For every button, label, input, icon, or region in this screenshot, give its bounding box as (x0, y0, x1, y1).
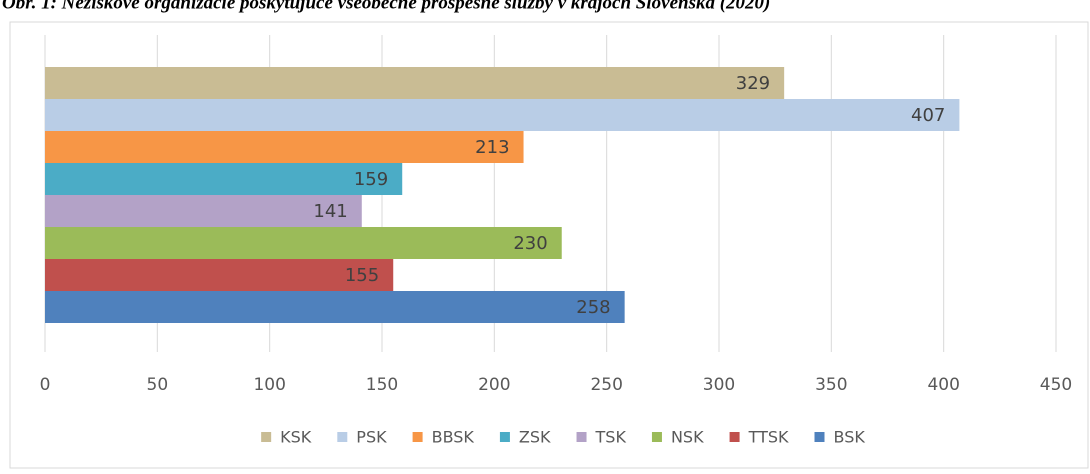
legend-label: KSK (280, 428, 312, 447)
data-label: 159 (354, 169, 388, 190)
legend-swatch (651, 432, 662, 442)
chart-title: Obr. 1: Neziskové organizácie poskytujúc… (2, 0, 770, 13)
x-tick-label: 100 (253, 375, 285, 395)
legend-swatch (729, 432, 740, 442)
data-label: 329 (736, 73, 770, 94)
x-tick-label: 50 (147, 375, 169, 395)
x-tick-label: 300 (703, 375, 735, 395)
legend-swatch (499, 432, 510, 442)
legend-swatch (261, 432, 272, 442)
legend-swatch (576, 432, 587, 442)
legend-swatch (412, 432, 423, 442)
bar (45, 99, 960, 131)
legend-label: BSK (834, 428, 866, 447)
bar (45, 67, 785, 99)
legend-swatch (814, 432, 825, 442)
data-label: 141 (313, 201, 347, 222)
data-label: 155 (345, 265, 379, 286)
x-tick-label: 450 (1040, 375, 1072, 395)
x-tick-label: 400 (927, 375, 959, 395)
bar (45, 259, 394, 291)
legend-label: TSK (595, 428, 627, 447)
data-label: 407 (911, 105, 945, 126)
bar (45, 163, 403, 195)
x-tick-label: 250 (590, 375, 622, 395)
data-label: 213 (475, 137, 509, 158)
x-tick-label: 0 (40, 375, 51, 395)
bar (45, 195, 362, 227)
legend-label: TTSK (748, 428, 789, 447)
bar (45, 131, 524, 163)
bar (45, 227, 562, 259)
data-label: 258 (576, 297, 610, 318)
x-tick-label: 200 (478, 375, 510, 395)
x-tick-label: 150 (366, 375, 398, 395)
bar (45, 291, 625, 323)
legend-swatch (337, 432, 348, 442)
data-label: 230 (513, 233, 547, 254)
legend-label: ZSK (519, 428, 551, 447)
legend-label: NSK (671, 428, 704, 447)
legend-label: PSK (356, 428, 387, 447)
legend-label: BBSK (432, 428, 475, 447)
x-tick-label: 350 (815, 375, 847, 395)
